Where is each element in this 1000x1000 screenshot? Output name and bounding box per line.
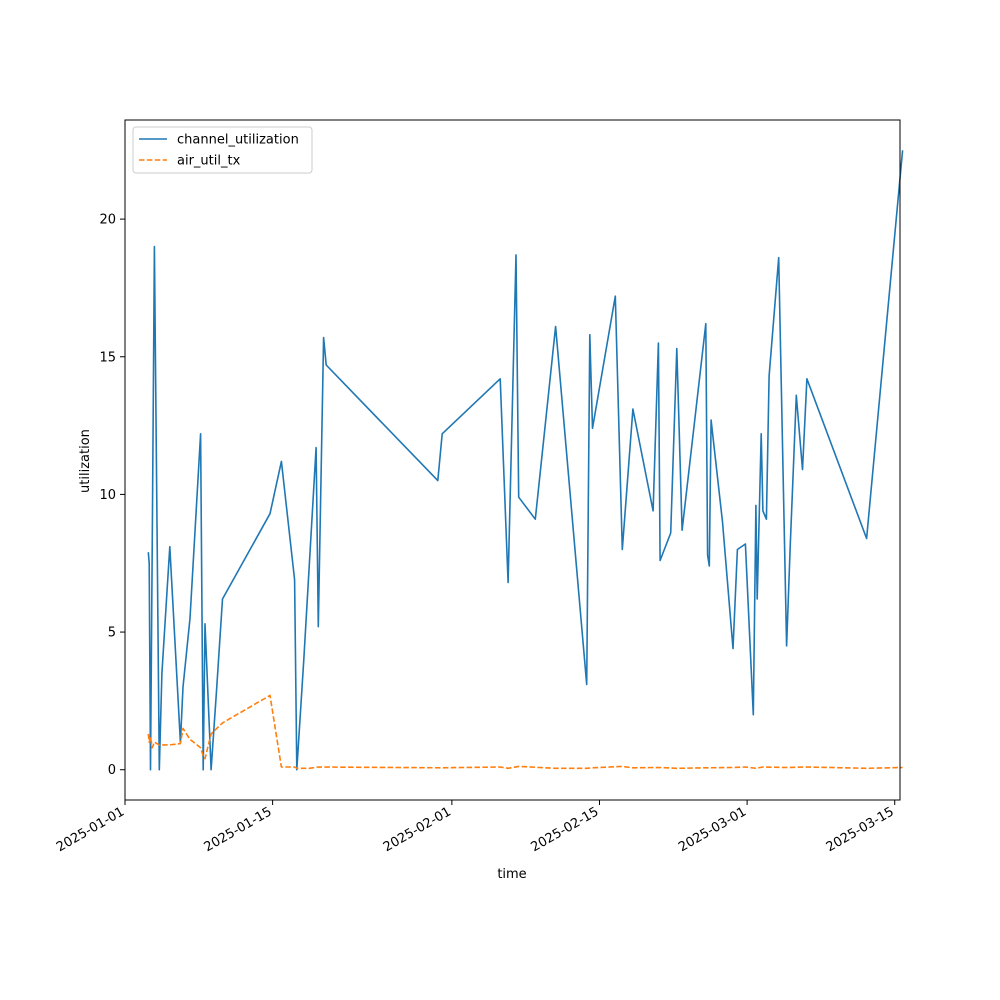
legend-label: channel_utilization xyxy=(177,133,299,148)
y-axis-label: utilization xyxy=(78,429,93,493)
y-tick-label: 0 xyxy=(108,763,116,778)
y-tick-label: 15 xyxy=(99,350,116,365)
y-axis: 0 5 10 15 20 xyxy=(99,213,125,778)
x-tick-label: 2025-01-01 xyxy=(54,804,127,855)
series-line-air-util-tx xyxy=(147,694,903,770)
legend-label: air_util_tx xyxy=(177,154,241,169)
x-axis-label: time xyxy=(497,867,526,882)
x-tick-label: 2025-02-01 xyxy=(381,804,454,855)
x-tick-label: 2025-03-15 xyxy=(824,804,897,855)
y-tick-label: 10 xyxy=(99,488,116,503)
plot-layer xyxy=(147,150,904,771)
y-tick-label: 5 xyxy=(108,626,116,641)
x-tick-label: 2025-02-15 xyxy=(529,804,602,855)
x-tick-label: 2025-03-01 xyxy=(676,804,749,855)
legend-box xyxy=(132,126,313,174)
y-tick-label: 20 xyxy=(99,213,116,228)
legend: channel_utilization air_util_tx xyxy=(132,126,313,174)
series-line-channel-utilization xyxy=(147,150,904,771)
plot-frame xyxy=(124,119,901,801)
x-tick-label: 2025-01-15 xyxy=(202,804,275,855)
x-axis: 2025-01-01 2025-01-15 2025-02-01 2025-02-15… xyxy=(54,800,897,855)
